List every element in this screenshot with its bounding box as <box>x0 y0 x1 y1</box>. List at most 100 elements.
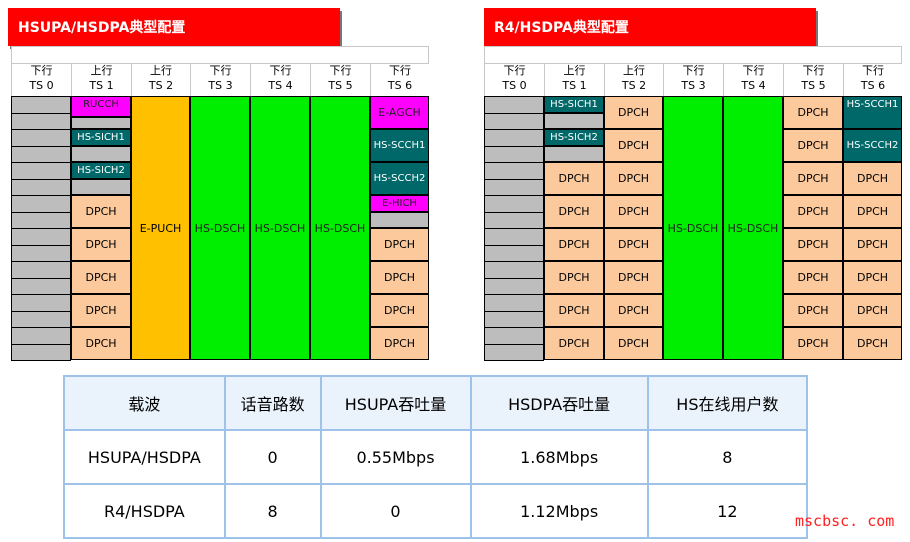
timeslot-header: 上行 TS 1 <box>71 64 131 96</box>
ts1-gray-slot <box>71 178 131 195</box>
summary-cell: HSUPA/HSDPA <box>63 429 226 485</box>
ts0-slot <box>11 294 71 312</box>
right-panel-title: R4/HSDPA典型配置 <box>484 8 816 46</box>
left-timeslot-grid: 下行 TS 0 上行 TS 1 上行 TS 2 下行 TS 3 下行 TS 4 下行 TS 5 下行 TS… <box>11 64 429 362</box>
summary-table: 载波 话音路数 HSUPA吞吐量 HSDPA吞吐量 HS在线用户数 HSUPA/… <box>63 375 809 539</box>
ts2-channel: DPCH <box>604 228 663 261</box>
timeslot-header: 下行 TS 0 <box>11 64 71 96</box>
ts0-slot <box>484 129 544 147</box>
ts2-channel: E-PUCH <box>131 96 190 360</box>
direction-label: 上行 <box>563 64 586 77</box>
timeslot-label: TS 3 <box>208 79 233 92</box>
summary-cell: 1.68Mbps <box>469 429 649 485</box>
watermark: mscbsc. com <box>795 512 895 530</box>
ts1-channel: DPCH <box>71 195 131 228</box>
timeslot-label: TS 5 <box>801 79 826 92</box>
direction-label: 上行 <box>150 64 172 77</box>
ts0-slot <box>484 96 544 114</box>
summary-cell: 0 <box>319 483 472 539</box>
ts2-channel: DPCH <box>604 129 663 162</box>
timeslot-label: TS 1 <box>89 79 114 92</box>
ts2-channel: DPCH <box>604 261 663 294</box>
ts0-slot <box>484 294 544 312</box>
summary-row: R4/HSDPA 8 0 1.12Mbps 12 <box>63 483 809 539</box>
ts0-slot <box>11 228 71 246</box>
ts4-channel: HS-DSCH <box>723 96 783 360</box>
direction-label: 下行 <box>269 64 292 77</box>
ts5-channel: HS-DSCH <box>310 96 370 360</box>
timeslot-label: TS 4 <box>268 79 293 92</box>
ts1-channel: RUCCH <box>71 96 131 117</box>
ts0-slot <box>11 145 71 163</box>
ts0-slot <box>484 244 544 262</box>
ts0-slot <box>484 310 544 328</box>
ts2-channel: DPCH <box>604 327 663 360</box>
left-blank-strip <box>11 46 429 64</box>
ts6-channel: DPCH <box>843 195 902 228</box>
ts1-channel: DPCH <box>544 327 604 360</box>
ts6-channel: HS-SCCH1 <box>843 96 902 129</box>
ts1-channel: DPCH <box>71 261 131 294</box>
ts1-gray-slot <box>71 145 131 162</box>
timeslot-label: TS 4 <box>741 79 766 92</box>
summary-cell: 1.12Mbps <box>469 483 649 539</box>
ts1-channel: DPCH <box>71 294 131 327</box>
ts0-slot <box>11 96 71 114</box>
ts0-slot <box>484 228 544 246</box>
ts0-slot <box>11 261 71 279</box>
direction-label: 下行 <box>389 64 411 77</box>
ts0-slot <box>484 145 544 163</box>
ts6-channel: DPCH <box>843 162 902 195</box>
timeslot-header: 下行 TS 4 <box>250 64 310 96</box>
ts6-channel: HS-SCCH2 <box>370 162 429 195</box>
right-timeslot-grid: 下行 TS 0 上行 TS 1 上行 TS 2 下行 TS 3 下行 TS 4 下行 TS 5 下行 TS… <box>484 64 902 362</box>
timeslot-label: TS 0 <box>29 79 54 92</box>
summary-cell: 12 <box>646 483 809 539</box>
summary-header-cell: 载波 <box>63 375 226 431</box>
summary-cell: 0.55Mbps <box>319 429 472 485</box>
direction-label: 上行 <box>623 64 645 77</box>
timeslot-header: 下行 TS 5 <box>310 64 370 96</box>
summary-cell: 8 <box>646 429 809 485</box>
ts0-slot <box>11 211 71 229</box>
ts1-channel: DPCH <box>544 261 604 294</box>
ts6-gray-slot <box>370 211 429 228</box>
timeslot-header: 下行 TS 6 <box>843 64 902 96</box>
ts1-channel: DPCH <box>71 228 131 261</box>
timeslot-label: TS 6 <box>387 79 413 92</box>
ts1-gray-slot <box>71 116 131 129</box>
ts5-channel: DPCH <box>783 129 843 162</box>
ts0-slot <box>11 178 71 196</box>
direction-label: 下行 <box>209 64 232 77</box>
ts0-slot <box>484 277 544 295</box>
summary-cell: 0 <box>223 429 322 485</box>
timeslot-label: TS 6 <box>860 79 886 92</box>
ts5-channel: DPCH <box>783 228 843 261</box>
ts1-channel: HS-SICH2 <box>71 162 131 179</box>
summary-row: HSUPA/HSDPA 0 0.55Mbps 1.68Mbps 8 <box>63 429 809 485</box>
ts5-channel: DPCH <box>783 195 843 228</box>
direction-label: 下行 <box>682 64 705 77</box>
ts0-slot <box>11 277 71 295</box>
ts2-channel: DPCH <box>604 294 663 327</box>
timeslot-header: 下行 TS 5 <box>783 64 843 96</box>
ts0-slot <box>484 195 544 213</box>
direction-label: 下行 <box>503 64 526 77</box>
ts5-channel: DPCH <box>783 96 843 129</box>
ts6-channel: HS-SCCH2 <box>843 129 902 162</box>
ts3-channel: HS-DSCH <box>663 96 723 360</box>
timeslot-label: TS 2 <box>148 79 174 92</box>
ts1-channel: DPCH <box>544 162 604 195</box>
ts1-gray-slot <box>544 145 604 162</box>
ts1-channel: DPCH <box>544 294 604 327</box>
direction-label: 下行 <box>862 64 884 77</box>
timeslot-header: 下行 TS 4 <box>723 64 783 96</box>
ts0-slot <box>11 162 71 180</box>
ts6-channel: DPCH <box>843 327 902 360</box>
ts6-channel: DPCH <box>370 327 429 360</box>
ts2-channel: DPCH <box>604 162 663 195</box>
ts0-slot <box>484 162 544 180</box>
ts0-slot <box>11 129 71 147</box>
ts0-slot <box>484 178 544 196</box>
timeslot-header: 下行 TS 6 <box>370 64 429 96</box>
